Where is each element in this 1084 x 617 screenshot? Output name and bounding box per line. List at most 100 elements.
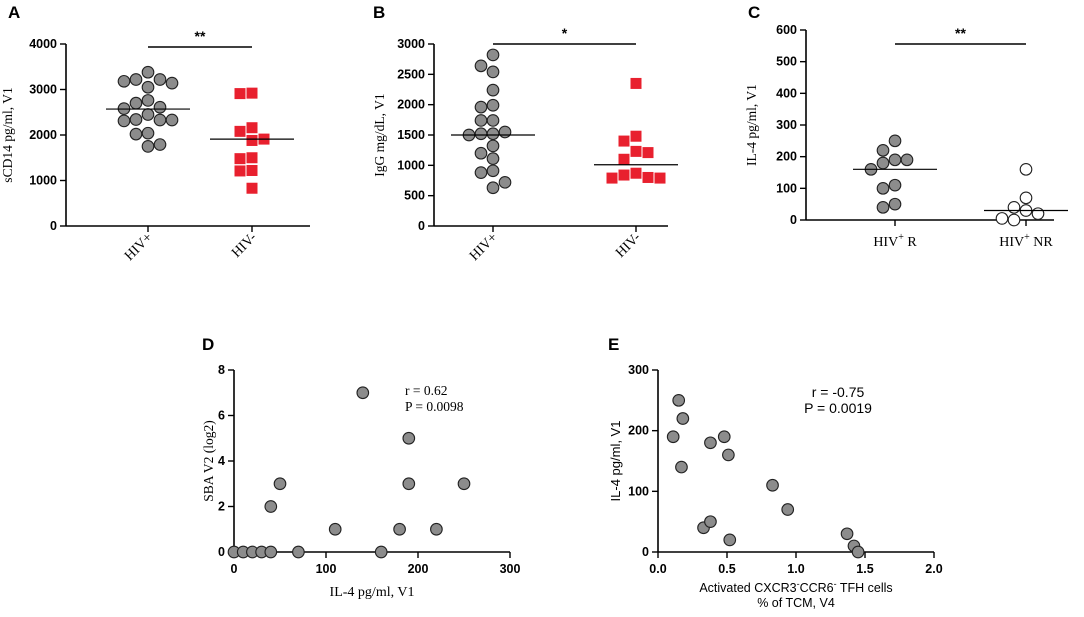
y-tick-label-D: 2 [218,500,225,514]
y-tick-label-B: 0 [418,219,425,233]
y-axis-label-B: IgG mg/dL, V1 [372,93,387,176]
y-tick-label-E: 0 [642,545,649,559]
y-tick-label-B: 3000 [397,37,425,51]
data-point-D [292,545,305,559]
data-point-D [264,500,278,513]
data-point-B [474,100,488,114]
data-point-A [129,113,143,126]
panel-letter-E: E [608,335,619,354]
y-tick-label-D: 6 [218,409,225,423]
data-point-E [766,478,779,492]
x-tick-label-E: 0.0 [649,562,666,576]
y-tick-label-D: 4 [218,454,225,468]
data-point-C [876,200,890,214]
data-point-B [474,127,488,141]
y-axis-label-C: IL-4 pg/ml, V1 [744,84,759,166]
data-point-B [618,135,630,147]
data-point-A [246,182,258,194]
x-tick-label-D: 0 [231,562,238,576]
data-point-C [995,212,1009,225]
y-tick-label-E: 200 [628,424,649,438]
data-point-B [630,145,642,157]
data-point-A [234,153,246,165]
data-point-B [498,175,512,189]
data-point-E [722,448,735,462]
data-point-E [781,503,795,516]
data-point-B [498,125,512,139]
data-point-A [129,127,143,141]
data-point-A [141,80,155,94]
data-point-D [273,477,287,491]
data-point-B [486,83,500,97]
data-point-C [888,153,902,167]
annotation-r-D: r = 0.62 [405,383,447,398]
data-point-D [457,477,471,491]
x-tick-label-C: HIV+ R [873,232,917,250]
chart-E: 0 100 200 300 0.0 0.5 1.0 1.5 2.0 IL-4 pg/ml, V1 A… [608,363,943,610]
data-point-C [1019,191,1033,205]
data-point-A [141,94,155,107]
panel-letter-A: A [8,3,20,22]
y-tick-label-A: 3000 [29,83,57,97]
data-point-C [888,197,902,211]
chart-A: 0 1000 2000 3000 4000 sCD14 pg/ml, V1 HIV+ HIV-… [0,28,310,264]
y-tick-label-B: 1500 [397,128,425,142]
data-point-D [393,522,406,536]
y-tick-label-C: 200 [776,150,797,164]
data-point-A [246,122,258,134]
x-axis-label-D: IL-4 pg/ml, V1 [330,585,415,600]
x-axis-label-E: Activated CXCR3-CCR6- TFH cells [699,579,892,595]
chart-C: 0 100 200 300 400 500 600 IL-4 pg/ml, V1 HIV+ R H… [744,23,1068,250]
y-tick-label-D: 8 [218,363,225,377]
panel-letter-B: B [373,3,385,22]
data-point-E [666,430,680,444]
data-point-A [141,140,155,153]
y-tick-label-B: 2000 [397,98,425,112]
data-point-A [153,138,167,151]
data-point-D [402,477,416,491]
y-tick-label-E: 300 [628,363,649,377]
data-point-A [117,114,131,128]
data-point-B [486,139,500,153]
data-point-A [141,65,155,79]
data-point-C [1007,200,1021,214]
y-tick-label-A: 1000 [29,174,57,188]
x-tick-label-E: 1.0 [787,562,804,576]
significance-label-B: * [562,25,568,41]
data-point-B [618,153,630,165]
data-point-A [165,76,179,90]
data-point-B [654,172,666,184]
x-tick-label-E: 2.0 [925,562,942,576]
data-point-A [246,152,258,164]
data-point-B [474,166,488,179]
data-point-A [153,100,167,114]
data-point-D [374,545,388,559]
y-tick-label-C: 400 [776,86,797,100]
data-point-D [430,522,443,536]
data-point-C [1019,162,1033,176]
data-point-B [486,114,500,127]
data-point-A [129,73,143,86]
annotation-r-E: r = -0.75 [812,384,865,400]
data-point-D [356,386,370,400]
y-tick-label-B: 500 [404,189,425,203]
data-point-E [704,436,717,450]
data-point-C [888,178,902,192]
data-point-A [234,165,246,177]
data-point-B [486,48,500,62]
y-tick-label-C: 500 [776,55,797,69]
data-point-B [474,59,488,73]
data-point-C [888,134,902,148]
x-tick-label-A: HIV- [229,230,260,261]
y-tick-label-D: 0 [218,545,225,559]
data-point-A [246,134,258,146]
significance-label-C: ** [955,25,966,41]
data-point-E [672,393,686,407]
data-point-A [141,108,155,121]
data-point-E [840,527,854,541]
y-tick-label-C: 0 [790,213,797,227]
significance-label-A: ** [195,28,206,44]
x-tick-label-A: HIV+ [122,230,156,264]
data-point-D [328,522,342,536]
data-point-B [486,164,500,178]
